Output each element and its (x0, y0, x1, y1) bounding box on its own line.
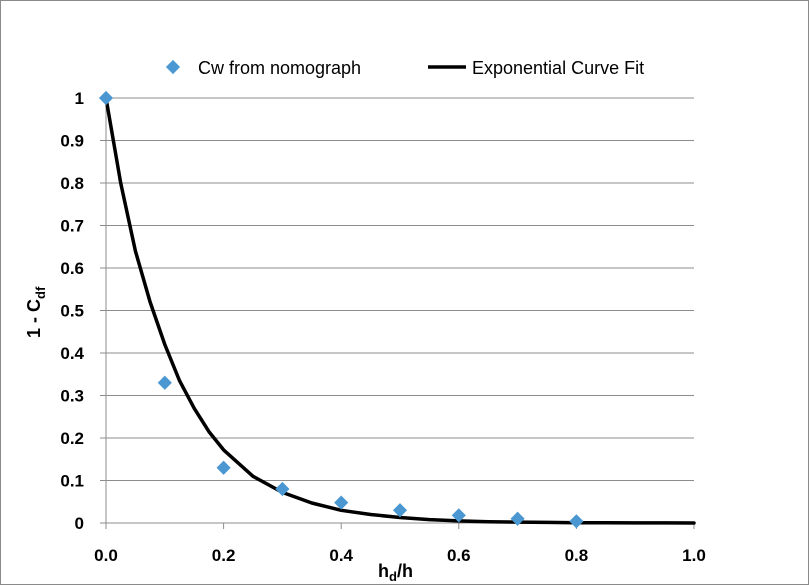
data-point-cw (98, 90, 114, 106)
y-axis-title: 1 - Cdf (24, 286, 48, 338)
y-tick-label: 0.2 (60, 429, 84, 448)
y-tick-label: 0.1 (60, 472, 84, 491)
data-point-cw (216, 460, 231, 475)
series-markers-group (98, 90, 584, 529)
y-tick-label: 0.4 (60, 344, 84, 363)
x-tick-label: 0.6 (447, 546, 471, 565)
grid-lines (106, 97, 694, 481)
legend-label-cw: Cw from nomograph (198, 58, 361, 78)
x-tick-label: 0.4 (329, 546, 353, 565)
x-tick-label: 0.2 (212, 546, 236, 565)
x-tick-label: 0.8 (565, 546, 589, 565)
data-point-cw (275, 481, 290, 497)
y-tick-label: 0.6 (60, 259, 84, 278)
x-axis-title-suffix: /h (397, 561, 413, 581)
x-tick-label: 1.0 (682, 546, 706, 565)
y-tick-label: 0.9 (60, 132, 84, 151)
y-tick-label: 0.3 (60, 387, 84, 406)
y-tick-label: 1 (75, 89, 84, 108)
legend-marker-cw (165, 59, 181, 75)
x-axis-title-sub: d (389, 569, 397, 584)
y-tick-label: 0.5 (60, 302, 84, 321)
data-point-cw (334, 495, 349, 510)
y-axis-title-main: 1 - C (24, 299, 44, 338)
y-axis-title-sub: df (33, 286, 48, 299)
data-point-cw (510, 511, 525, 526)
y-tick-label: 0.8 (60, 174, 84, 193)
x-axis-title: hd/h (378, 561, 413, 584)
data-point-cw (157, 375, 172, 390)
y-tick-label: 0 (75, 514, 84, 533)
data-point-cw (569, 514, 584, 529)
x-tick-label: 0.0 (94, 546, 118, 565)
x-axis-title-main: h (378, 561, 389, 581)
x-tick-labels: 0.0 0.2 0.4 0.6 0.8 1.0 (94, 546, 706, 565)
data-point-cw (392, 503, 408, 518)
y-tick-label: 0.7 (60, 217, 84, 236)
y-tick-labels: 0 0.1 0.2 0.3 0.4 0.5 0.6 0.7 0.8 0.9 1 (60, 89, 84, 533)
legend: Cw from nomograph Exponential Curve Fit (165, 58, 644, 78)
axes (100, 97, 695, 529)
legend-label-fit: Exponential Curve Fit (472, 58, 644, 78)
